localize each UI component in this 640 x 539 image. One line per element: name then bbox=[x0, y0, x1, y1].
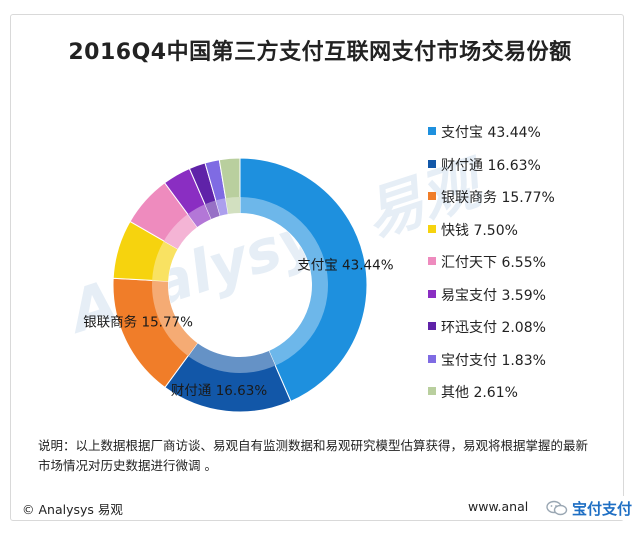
slice-highlight-8 bbox=[215, 198, 229, 216]
legend-item-2: 财付通 16.63% bbox=[428, 155, 555, 188]
slice-label-2: 财付通 16.63% bbox=[171, 383, 267, 399]
footnote-line-2: 市场情况对历史数据进行微调 。 bbox=[38, 458, 217, 473]
slice-highlight-9 bbox=[225, 197, 240, 214]
slice-highlight-6 bbox=[187, 204, 212, 228]
legend-label: 易宝支付 3.59% bbox=[441, 287, 546, 304]
legend-swatch bbox=[428, 322, 436, 330]
legend-item-6: 易宝支付 3.59% bbox=[428, 285, 555, 318]
legend-label: 宝付支付 1.83% bbox=[441, 352, 546, 369]
legend-label: 支付宝 43.44% bbox=[441, 125, 541, 141]
legend-swatch bbox=[428, 289, 436, 298]
legend-swatch bbox=[428, 354, 436, 363]
legend-swatch bbox=[428, 159, 436, 168]
legend-item-1: 支付宝 43.44% bbox=[428, 122, 555, 155]
slice-label-1: 支付宝 43.44% bbox=[297, 258, 393, 274]
legend-item-4: 快钱 7.50% bbox=[428, 220, 555, 253]
chart-legend: 支付宝 43.44% 财付通 16.63% 银联商务 15.77% 快钱 7.50% 汇… bbox=[428, 122, 555, 415]
legend-swatch bbox=[428, 192, 436, 200]
legend-label: 汇付天下 6.55% bbox=[441, 255, 546, 271]
legend-item-3: 银联商务 15.77% bbox=[428, 187, 555, 220]
legend-swatch bbox=[428, 224, 436, 233]
chart-frame bbox=[10, 14, 624, 521]
legend-swatch bbox=[428, 257, 436, 265]
legend-item-7: 环迅支付 2.08% bbox=[428, 317, 555, 350]
wechat-icon bbox=[546, 500, 568, 516]
footnote-line-1: 说明：以上数据根据厂商访谈、易观自有监测数据和易观研究模型估算获得，易观将根据掌… bbox=[38, 438, 589, 453]
legend-label: 财付通 16.63% bbox=[441, 157, 541, 174]
slice-highlight-1 bbox=[240, 197, 328, 366]
legend-swatch bbox=[428, 387, 436, 395]
slice-highlight-4 bbox=[152, 240, 178, 282]
legend-item-5: 汇付天下 6.55% bbox=[428, 252, 555, 285]
slice-highlight-7 bbox=[204, 200, 221, 219]
legend-label: 环迅支付 2.08% bbox=[441, 320, 546, 336]
slice-label-3: 银联商务 15.77% bbox=[83, 315, 193, 331]
wechat-source-badge: 宝付支付 bbox=[528, 496, 632, 520]
legend-label: 银联商务 15.77% bbox=[441, 190, 555, 206]
legend-swatch bbox=[428, 127, 436, 135]
footnote: 说明：以上数据根据厂商访谈、易观自有监测数据和易观研究模型估算获得，易观将根据掌… bbox=[38, 436, 608, 476]
wechat-source-name: 宝付支付 bbox=[571, 499, 632, 518]
copyright-label: © Analysys 易观 bbox=[22, 502, 123, 517]
slice-highlight-2 bbox=[187, 343, 276, 373]
website-url-start: www.analy bbox=[468, 499, 536, 514]
legend-label: 快钱 7.50% bbox=[441, 222, 518, 239]
legend-label: 其他 2.61% bbox=[441, 385, 518, 401]
chart-title: 2016Q4中国第三方支付互联网支付市场交易份额 bbox=[68, 40, 572, 65]
legend-item-9: 其他 2.61% bbox=[428, 382, 555, 415]
slice-highlight-3 bbox=[152, 280, 198, 356]
slice-highlight-5 bbox=[163, 214, 198, 249]
legend-item-8: 宝付支付 1.83% bbox=[428, 350, 555, 383]
